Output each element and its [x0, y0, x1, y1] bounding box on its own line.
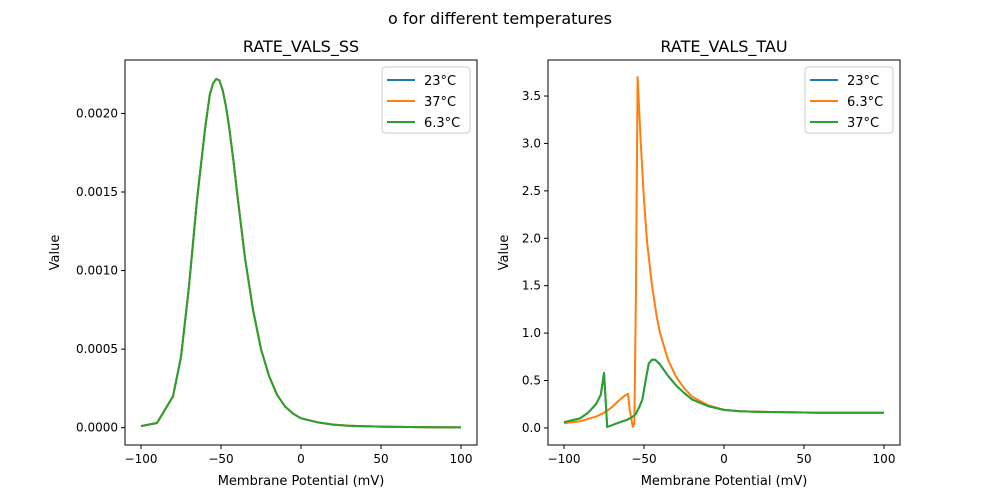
x-tick-label: 100	[450, 452, 473, 466]
x-tick-label: −50	[631, 452, 656, 466]
y-tick-label: 3.0	[522, 136, 541, 150]
x-axis-label: Membrane Potential (mV)	[641, 474, 808, 489]
x-tick-label: 0	[297, 452, 305, 466]
y-tick-label: 1.5	[522, 279, 541, 293]
y-tick-label: 0.0	[522, 421, 541, 435]
series-line-23-C	[563, 358, 884, 428]
y-tick-label: 0.0020	[76, 106, 118, 120]
series-line-6-3-C	[140, 77, 462, 429]
subplot-rate-vals-ss: RATE_VALS_SS −100 −50 0 50 100 0.0000 0.0005 0.0…	[48, 37, 478, 489]
legend-box	[804, 66, 894, 134]
x-tick-label: −100	[125, 452, 158, 466]
subplot-title: RATE_VALS_TAU	[660, 37, 787, 57]
y-tick-label: 0.0010	[76, 264, 118, 278]
series-line-37-C	[563, 358, 884, 428]
y-axis-label: Value	[497, 235, 512, 271]
y-tick-label: 0.0005	[76, 342, 118, 356]
figure-suptitle: o for different temperatures	[388, 9, 612, 28]
x-tick-label: −100	[548, 452, 581, 466]
legend-label: 6.3°C	[847, 95, 883, 110]
x-axis-label: Membrane Potential (mV)	[218, 474, 385, 489]
x-tick-label: 100	[873, 452, 896, 466]
legend: 23°C 6.3°C 37°C	[804, 66, 894, 134]
y-tick-label: 3.5	[522, 89, 541, 103]
x-tick-label: 50	[373, 452, 388, 466]
legend-label: 37°C	[847, 116, 879, 131]
legend-label: 23°C	[847, 74, 879, 89]
subplot-title: RATE_VALS_SS	[243, 37, 359, 57]
y-tick-label: 0.5	[522, 374, 541, 388]
legend-label: 6.3°C	[424, 116, 460, 131]
y-axis-label: Value	[48, 235, 63, 271]
x-tick-label: 0	[720, 452, 728, 466]
subplot-rate-vals-tau: RATE_VALS_TAU −100 −50 0 50 100 0.0 0.5 1.0 1.5 2.…	[497, 37, 901, 489]
y-tick-label: 2.5	[522, 184, 541, 198]
legend-box	[381, 66, 471, 134]
y-tick-label: 0.0015	[76, 185, 118, 199]
x-tick-label: −50	[208, 452, 233, 466]
legend: 23°C 37°C 6.3°C	[381, 66, 471, 134]
y-tick-label: 2.0	[522, 231, 541, 245]
legend-label: 23°C	[424, 74, 456, 89]
x-tick-label: 50	[796, 452, 811, 466]
y-tick-label: 0.0000	[76, 421, 118, 435]
legend-label: 37°C	[424, 95, 456, 110]
y-tick-label: 1.0	[522, 326, 541, 340]
